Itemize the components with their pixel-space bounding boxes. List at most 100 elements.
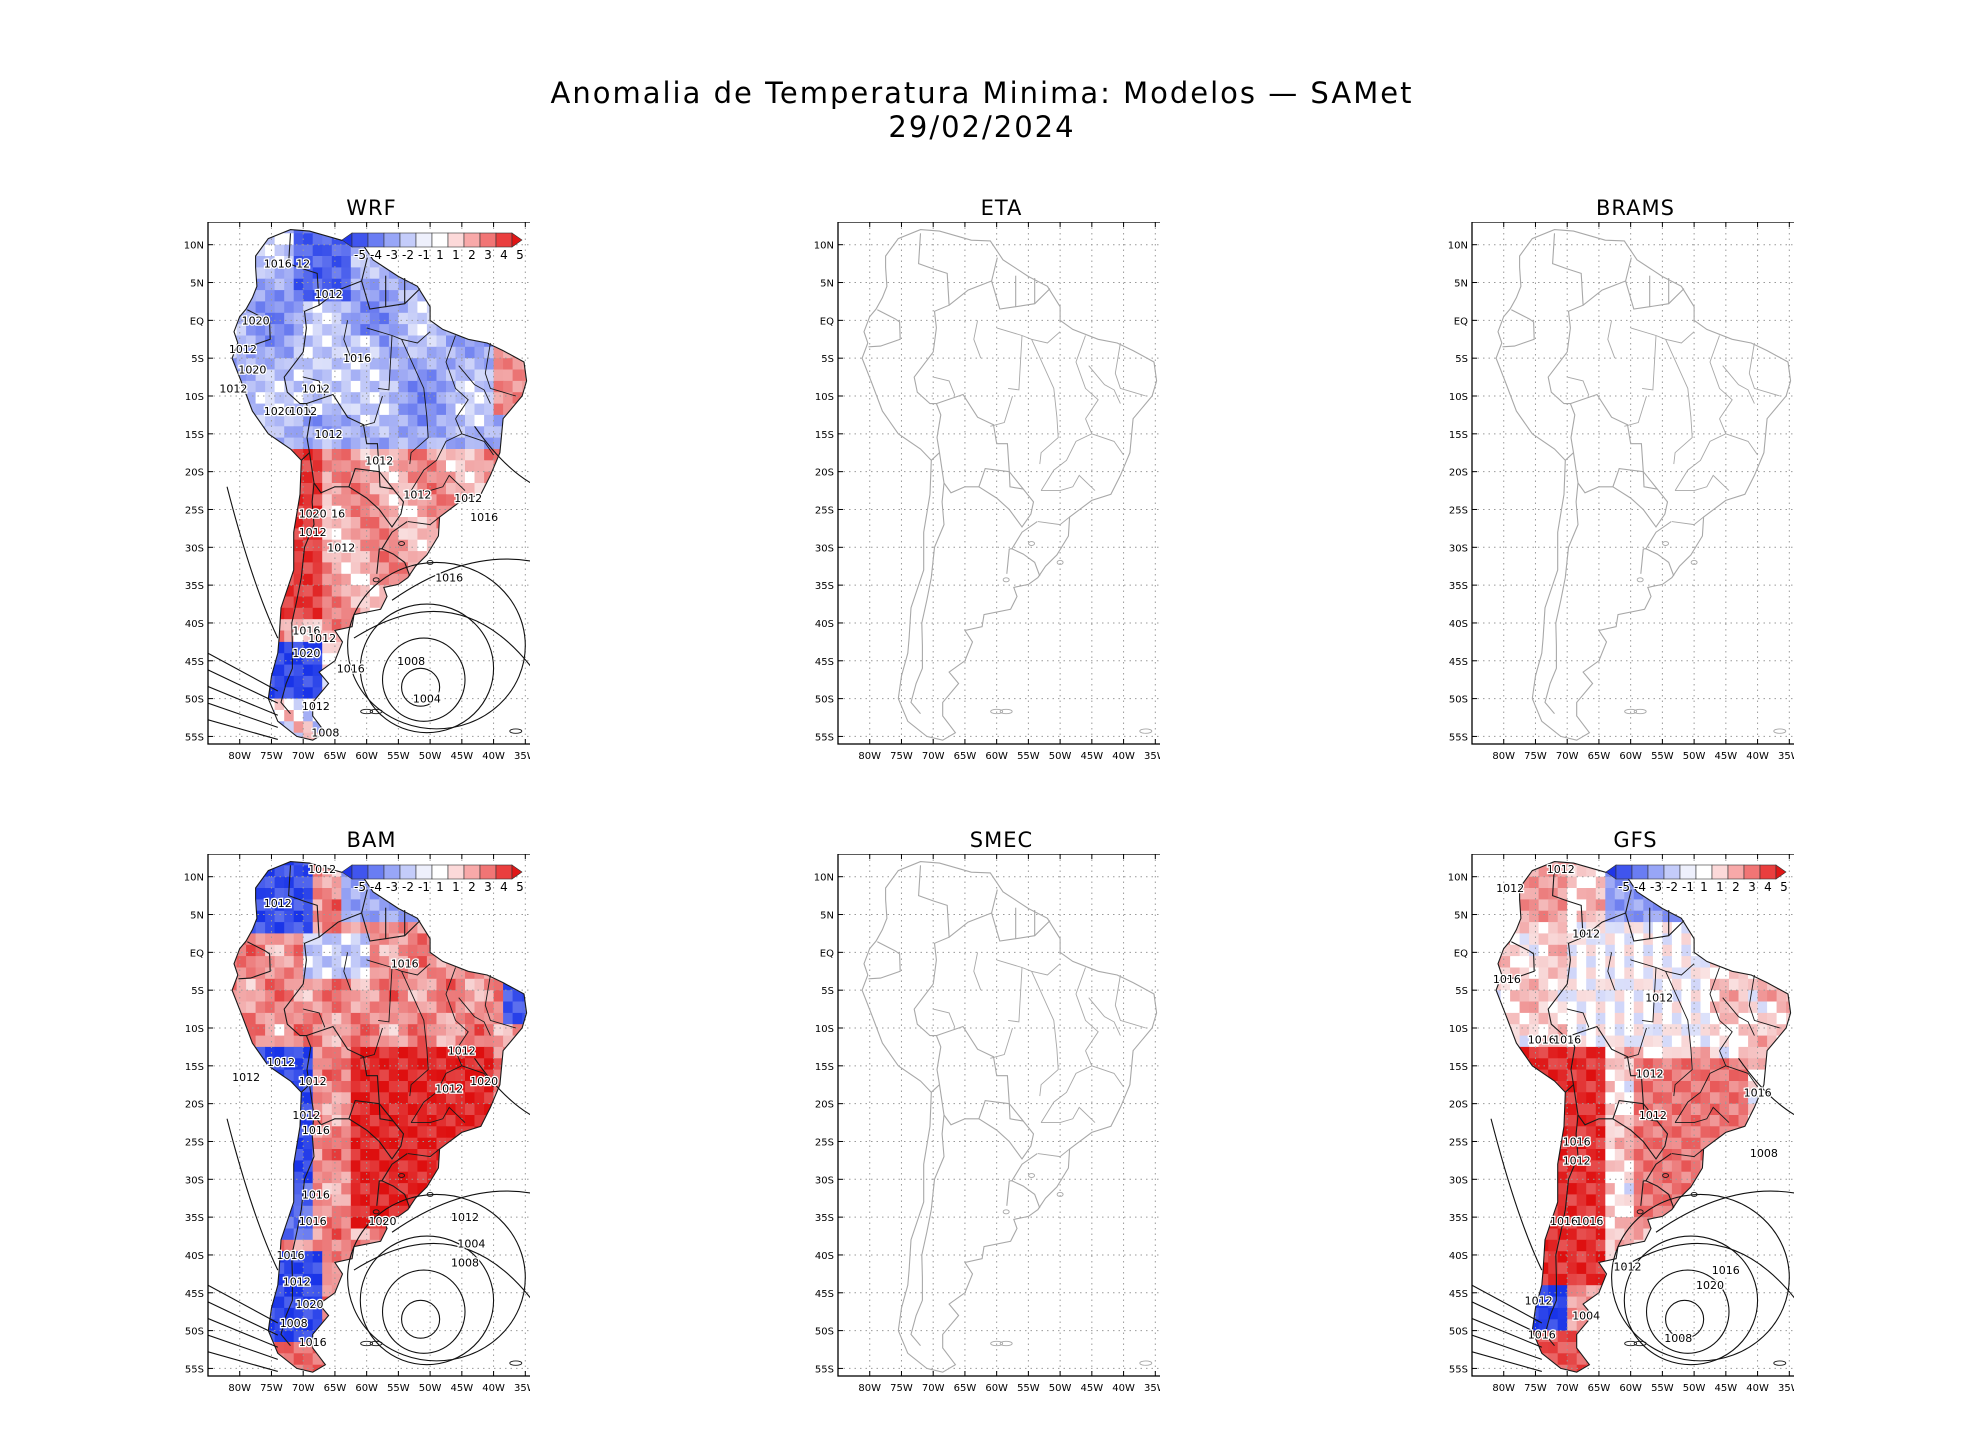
isobar-label: 1008 bbox=[280, 1317, 308, 1330]
colorbar-swatch bbox=[479, 864, 497, 880]
lat-tick-label: 45S bbox=[815, 1289, 834, 1300]
state-border bbox=[378, 335, 393, 391]
state-border bbox=[1567, 376, 1590, 396]
map-body: 1016 121012102010121020101210201012101610… bbox=[208, 222, 530, 744]
lat-tick-label: 45S bbox=[1449, 657, 1468, 668]
lake bbox=[1662, 1173, 1670, 1178]
country-border bbox=[1572, 452, 1644, 494]
isobar-label: 1020 bbox=[299, 507, 327, 520]
anomaly-field bbox=[232, 861, 527, 1373]
country-border bbox=[1544, 482, 1579, 715]
country-border bbox=[938, 1084, 1010, 1126]
state-border bbox=[1725, 433, 1758, 456]
island bbox=[990, 1340, 1004, 1347]
lat-tick-label: 40S bbox=[1449, 1251, 1468, 1262]
island bbox=[1624, 708, 1638, 715]
country-border bbox=[1642, 471, 1658, 490]
lon-tick-label: 80W bbox=[858, 1383, 881, 1394]
map-frame bbox=[837, 854, 1160, 1377]
colorbar-swatch bbox=[1647, 864, 1665, 880]
state-border bbox=[1630, 327, 1695, 344]
colorbar-label: 1 bbox=[452, 248, 460, 262]
state-border bbox=[1642, 335, 1657, 391]
lat-tick-label: 30S bbox=[185, 543, 204, 554]
lat-tick-label: 5N bbox=[1454, 911, 1468, 922]
isobar-label: 1012 bbox=[315, 428, 343, 441]
country-border bbox=[1011, 521, 1038, 550]
map-body: 1012 1012 1016 1012 1012 1012 1012 1012 1020 1012… bbox=[208, 854, 530, 1376]
lat-tick-label: 10N bbox=[184, 873, 204, 884]
lat-tick-label: 30S bbox=[815, 1175, 834, 1186]
country-border bbox=[938, 452, 1010, 494]
lat-tick-label: 50S bbox=[1449, 695, 1468, 706]
lat-tick-label: 30S bbox=[815, 543, 834, 554]
colorbar-swatch bbox=[495, 864, 513, 880]
country-border bbox=[306, 1025, 380, 1104]
colorbar-label: -1 bbox=[418, 880, 430, 894]
isobar-label: 16 bbox=[331, 507, 345, 520]
country-border bbox=[288, 865, 320, 985]
colorbar-swatch bbox=[1727, 864, 1745, 880]
colorbar-swatch bbox=[1615, 864, 1633, 880]
isobar-label: 1016 bbox=[1712, 1264, 1740, 1277]
isobar-label: 1020 bbox=[296, 1298, 324, 1311]
colorbar-label: 2 bbox=[1732, 880, 1740, 894]
lon-tick-label: 50W bbox=[1049, 1383, 1072, 1394]
state-border bbox=[461, 433, 494, 456]
panel-gfs: GFS 1012 1012 1012 1016 1012 1016 1016 1012 1012… bbox=[1354, 828, 1794, 1408]
axis-ticks: 10N 5N EQ 5S 10S 15S 20S 25S 30S 35S 40S 45S 50S 55S 8… bbox=[184, 222, 530, 762]
colorbar-label: -3 bbox=[386, 248, 398, 262]
colorbar-label: -1 bbox=[418, 248, 430, 262]
lat-tick-label: 40S bbox=[815, 1251, 834, 1262]
isobar-ring bbox=[359, 603, 495, 734]
country-border bbox=[280, 1114, 315, 1347]
map-frame bbox=[207, 854, 530, 1377]
coastline bbox=[1495, 861, 1792, 1373]
figure-title-line2: 29/02/2024 bbox=[888, 110, 1076, 144]
lat-tick-label: 5S bbox=[1455, 986, 1468, 997]
isobar-line bbox=[1472, 1334, 1542, 1360]
country-border bbox=[1572, 1084, 1644, 1126]
country-border bbox=[910, 482, 945, 715]
lake bbox=[1636, 1209, 1644, 1215]
isobar-line bbox=[1472, 1284, 1543, 1324]
state-border bbox=[1567, 1008, 1590, 1028]
map-gfs: 1012101210121016101210161016101210121016… bbox=[1448, 854, 1794, 1394]
colorbar-label: -2 bbox=[402, 248, 414, 262]
colorbar-swatch bbox=[1679, 864, 1697, 880]
isobar-line bbox=[226, 486, 279, 639]
axis-ticks: 10N 5N EQ 5S 10S 15S 20S 25S 30S 35S 40S 45S 50S 55S 8… bbox=[184, 854, 530, 1394]
axis-ticks: 10N 5N EQ 5S 10S 15S 20S 25S 30S 35S 40S 45S 50S 55S 8… bbox=[1448, 854, 1794, 1394]
map-body bbox=[838, 854, 1160, 1376]
colorbar-swatch bbox=[367, 864, 385, 880]
lat-tick-label: 10N bbox=[814, 241, 834, 252]
isobar-line bbox=[353, 1242, 530, 1299]
colorbar-swatch bbox=[415, 864, 433, 880]
lake bbox=[398, 541, 406, 546]
colorbar-swatch bbox=[1743, 864, 1761, 880]
isobar-label: 1004 bbox=[1572, 1310, 1600, 1323]
colorbar-label: 3 bbox=[484, 880, 492, 894]
island bbox=[1139, 1360, 1153, 1366]
lat-tick-label: 5N bbox=[1454, 279, 1468, 290]
panel-title: BAM bbox=[346, 828, 397, 852]
lon-tick-label: 40W bbox=[1112, 1383, 1135, 1394]
lake bbox=[398, 1173, 406, 1178]
lat-tick-label: 5N bbox=[820, 911, 834, 922]
lat-tick-label: 5N bbox=[190, 279, 204, 290]
state-border bbox=[303, 1008, 326, 1028]
colorbar-swatch bbox=[351, 864, 369, 880]
isobar-label: 1008 bbox=[311, 727, 339, 740]
isobar-label: 1016 bbox=[264, 258, 292, 271]
island bbox=[509, 1360, 523, 1366]
state-border bbox=[407, 1148, 440, 1158]
lat-tick-label: 20S bbox=[185, 1100, 204, 1111]
country-border bbox=[308, 452, 380, 494]
country-border bbox=[378, 471, 394, 490]
country-border bbox=[348, 1103, 405, 1160]
lat-tick-label: 30S bbox=[1449, 1175, 1468, 1186]
colorbar-label: -3 bbox=[386, 880, 398, 894]
map-wrf: 1016 121012102010121020101210201012101610… bbox=[184, 222, 530, 762]
country-border bbox=[1008, 1103, 1024, 1122]
isobar-line bbox=[208, 1301, 279, 1336]
